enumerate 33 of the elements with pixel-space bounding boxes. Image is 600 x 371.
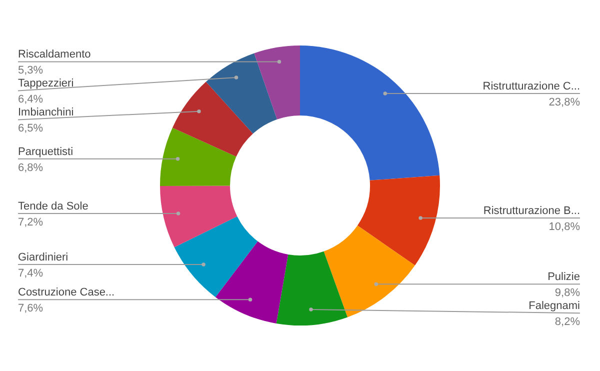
data-label: 8,2% — [554, 316, 580, 328]
donut-slice — [324, 225, 415, 318]
data-label: 6,4% — [18, 94, 44, 106]
donut-slice — [160, 186, 238, 248]
slice-label: Parquettisti — [18, 146, 74, 158]
data-label: 23,8% — [548, 96, 580, 108]
slice-label: Imbianchini — [18, 106, 74, 119]
data-label: 7,4% — [18, 268, 44, 280]
donut-slice — [206, 53, 278, 134]
donut-slice — [357, 175, 440, 266]
data-label: 6,8% — [18, 162, 44, 174]
donut-slice — [174, 216, 258, 298]
slice-label: Pulizie — [548, 271, 580, 284]
donut-slice — [160, 128, 236, 186]
donut-slice — [172, 82, 253, 157]
slice-label: Ristrutturazione C... — [482, 80, 580, 92]
slice-label: Tende da Sole — [18, 200, 88, 212]
slice-label: Tappezzieri — [18, 78, 74, 90]
data-label: 5,3% — [18, 64, 44, 77]
data-label: 6,5% — [18, 122, 44, 135]
slice-label: Falegnami — [528, 300, 580, 312]
donut-slice — [254, 46, 300, 120]
slice-label: Ristrutturazione B... — [483, 205, 580, 218]
donut-slice — [215, 241, 288, 324]
data-label: 10,8% — [548, 221, 580, 234]
donut-slice — [276, 251, 348, 326]
data-label: 7,2% — [18, 216, 44, 228]
donut-slice — [300, 46, 440, 180]
slice-label: Costruzione Case... — [18, 286, 115, 299]
slice-label: Riscaldamento — [18, 48, 91, 61]
slice-label: Giardinieri — [18, 252, 68, 264]
data-label: 9,8% — [554, 287, 580, 300]
data-label: 7,6% — [18, 302, 44, 315]
